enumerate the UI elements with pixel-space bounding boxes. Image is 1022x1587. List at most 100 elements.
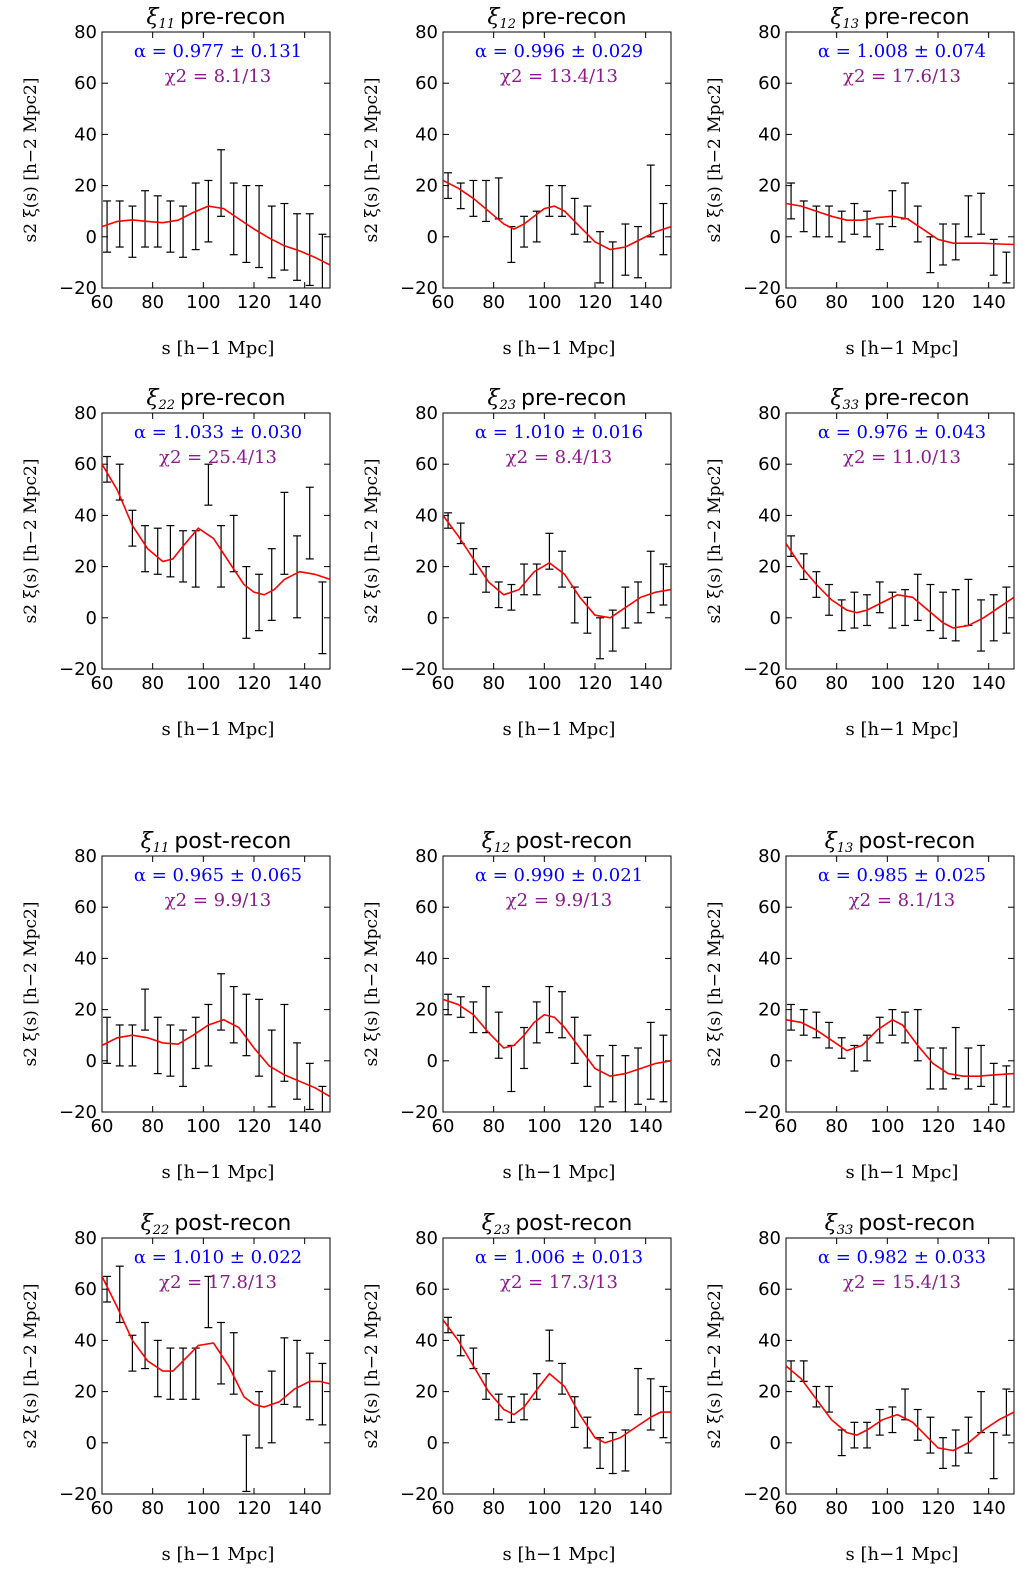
model-line	[786, 204, 1014, 245]
panel-23-pre-recon: 60 80 100 120 140 −20 0 20 40 60 80 ξ23 pre-recon α =…	[362, 386, 671, 740]
y-tick-label: 0	[427, 227, 438, 248]
error-bar	[469, 549, 477, 575]
x-axis-label: s [h−1 Mpc]	[162, 1162, 275, 1183]
y-axis-label: s2 ξ(s) [h−2 Mpc2]	[21, 77, 41, 242]
x-tick-label: 100	[527, 1498, 561, 1519]
y-tick-label: 80	[74, 22, 97, 43]
y-tick-label: 80	[74, 846, 97, 867]
y-tick-label: 80	[74, 1228, 97, 1249]
error-bar	[964, 1048, 972, 1089]
error-bar	[280, 492, 288, 574]
error-bar	[217, 526, 225, 587]
data-series	[787, 536, 1010, 651]
y-tick-label: 60	[74, 1279, 97, 1300]
y-tick-label: 60	[758, 897, 781, 918]
alpha-annotation: α = 0.996 ± 0.029	[475, 41, 643, 62]
x-axis-label: s [h−1 Mpc]	[162, 338, 275, 359]
error-bar	[128, 510, 136, 546]
title-text: pre-recon	[180, 5, 286, 30]
error-bar	[876, 224, 884, 250]
alpha-annotation: α = 1.008 ± 0.074	[818, 41, 986, 62]
y-tick-label: 40	[74, 1330, 97, 1351]
y-axis-label: s2 ξ(s) [h−2 Mpc2]	[21, 901, 41, 1066]
error-bar	[914, 1010, 922, 1061]
y-tick-label: 20	[74, 1000, 97, 1021]
error-bar	[634, 582, 642, 623]
error-bar	[825, 1022, 833, 1048]
x-tick-label: 100	[527, 292, 561, 313]
x-tick-label: 80	[825, 1498, 848, 1519]
error-bar	[876, 582, 884, 613]
error-bar	[914, 574, 922, 620]
error-bar	[901, 183, 909, 219]
y-tick-label: 20	[758, 176, 781, 197]
error-bar	[787, 183, 795, 219]
panel-title: ξ22 post-recon	[141, 1211, 292, 1238]
panel-title: ξ11 post-recon	[141, 829, 292, 856]
x-tick-label: 80	[482, 1498, 505, 1519]
error-bar	[179, 1030, 187, 1086]
error-bar	[977, 1045, 985, 1086]
y-tick-label: −20	[59, 1484, 97, 1505]
model-line	[443, 999, 671, 1076]
error-bar	[507, 227, 515, 263]
error-bar	[812, 1012, 820, 1038]
y-tick-label: 0	[86, 227, 97, 248]
x-tick-label: 100	[870, 1116, 904, 1137]
error-bar	[647, 1022, 655, 1099]
error-bar	[939, 224, 947, 265]
title-subscript: 33	[842, 398, 859, 413]
y-tick-label: 80	[415, 1228, 438, 1249]
alpha-annotation: α = 1.010 ± 0.016	[475, 422, 643, 443]
y-tick-label: −20	[743, 659, 781, 680]
error-bar	[255, 1392, 263, 1448]
y-tick-label: 80	[758, 1228, 781, 1249]
error-bar	[179, 531, 187, 582]
x-axis-label: s [h−1 Mpc]	[162, 1544, 275, 1565]
x-tick-label: 120	[578, 292, 612, 313]
title-subscript: 23	[498, 398, 516, 413]
model-line	[786, 544, 1014, 628]
error-bar	[571, 198, 579, 234]
x-axis-label: s [h−1 Mpc]	[503, 719, 616, 740]
y-tick-label: 60	[758, 73, 781, 94]
y-tick-label: 60	[758, 1279, 781, 1300]
panel-33-pre-recon: 60 80 100 120 140 −20 0 20 40 60 80 ξ33 pre-recon α =…	[705, 386, 1014, 740]
x-tick-label: 140	[971, 1116, 1005, 1137]
chi2-annotation: χ2 = 8.4/13	[506, 447, 612, 468]
alpha-annotation: α = 0.976 ± 0.043	[818, 422, 986, 443]
x-tick-label: 140	[971, 292, 1005, 313]
chi2-annotation: χ2 = 8.1/13	[849, 890, 955, 911]
error-bar	[1002, 252, 1010, 283]
title-subscript: 11	[153, 841, 170, 856]
y-axis-label: s2 ξ(s) [h−2 Mpc2]	[705, 458, 725, 623]
error-bar	[990, 1433, 998, 1479]
title-subscript: 13	[842, 17, 859, 32]
error-bar	[141, 191, 149, 247]
x-tick-label: 80	[141, 1498, 164, 1519]
y-tick-label: 20	[415, 557, 438, 578]
x-tick-label: 140	[971, 1498, 1005, 1519]
error-bar	[964, 1417, 972, 1453]
y-tick-label: 20	[758, 1382, 781, 1403]
error-bar	[457, 183, 465, 209]
error-bar	[268, 206, 276, 278]
title-subscript: 33	[837, 1223, 854, 1238]
x-tick-label: 140	[287, 673, 321, 694]
error-bar	[952, 590, 960, 641]
error-bar	[558, 992, 566, 1038]
x-axis-label: s [h−1 Mpc]	[162, 719, 275, 740]
error-bar	[128, 1025, 136, 1066]
x-axis-label: s [h−1 Mpc]	[503, 1162, 616, 1183]
error-bar	[293, 536, 301, 618]
chi2-annotation: χ2 = 25.4/13	[159, 447, 277, 468]
y-tick-label: 20	[74, 1382, 97, 1403]
title-text: post-recon	[515, 829, 632, 854]
x-tick-label: 140	[971, 673, 1005, 694]
panel-13-pre-recon: 60 80 100 120 140−20020406080ξ13 pre-reconα =…	[705, 5, 1014, 359]
error-bar	[647, 165, 655, 237]
error-bar	[863, 1422, 871, 1448]
title-text: post-recon	[858, 829, 975, 854]
title-text: post-recon	[515, 1211, 632, 1236]
x-tick-label: 120	[237, 1116, 271, 1137]
